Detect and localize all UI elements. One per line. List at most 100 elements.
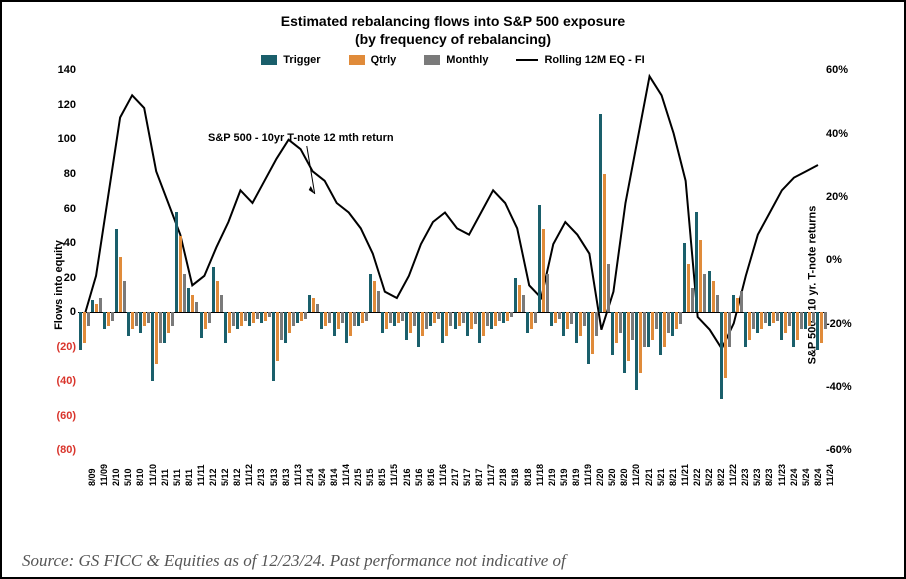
bar-m — [498, 312, 501, 321]
bar-t — [236, 312, 239, 329]
y-left-tick: 0 — [70, 306, 76, 318]
bar-t — [163, 312, 166, 343]
chart-area: Flows into equity S&P 500 - 10 yr. T-not… — [22, 70, 884, 500]
legend-monthly: Monthly — [424, 54, 488, 66]
x-tick: 2/19 — [547, 469, 557, 487]
bar-m — [619, 312, 622, 333]
legend-qtrly-label: Qtrly — [371, 54, 397, 66]
x-tick: 5/20 — [607, 469, 617, 487]
x-tick: 5/21 — [656, 469, 666, 487]
bar-m — [413, 312, 416, 326]
y-right-tick: -60% — [826, 444, 852, 456]
bar-m — [776, 312, 779, 321]
bar-m — [522, 295, 525, 312]
bar-t — [296, 312, 299, 322]
plot-region: S&P 500 - 10yr T-note 12 mth return — [78, 70, 824, 450]
y-left-tick: (80) — [56, 444, 76, 456]
bar-m — [595, 312, 598, 336]
x-tick: 11/21 — [680, 464, 690, 486]
bar-m — [341, 312, 344, 322]
bar-t — [151, 312, 154, 381]
legend-trigger: Trigger — [261, 54, 320, 66]
x-tick: 8/15 — [377, 469, 387, 487]
bar-q — [663, 312, 666, 347]
x-tick: 11/24 — [825, 464, 835, 486]
bar-t — [623, 312, 626, 372]
x-tick: 8/19 — [571, 469, 581, 487]
legend-line: Rolling 12M EQ - FI — [516, 54, 644, 66]
x-tick: 11/09 — [99, 464, 109, 486]
bar-t — [175, 212, 178, 312]
bar-q — [433, 312, 436, 322]
bar-t — [127, 312, 130, 336]
legend: Trigger Qtrly Monthly Rolling 12M EQ - F… — [22, 54, 884, 66]
bar-m — [716, 295, 719, 312]
bar-m — [764, 312, 767, 322]
bar-t — [635, 312, 638, 390]
bar-q — [699, 240, 702, 313]
bar-m — [425, 312, 428, 329]
bar-m — [353, 312, 356, 326]
y-left-tick: 100 — [58, 133, 76, 145]
bar-q — [83, 312, 86, 343]
bar-q — [470, 312, 473, 329]
bar-m — [316, 304, 319, 313]
x-tick: 5/11 — [172, 469, 182, 486]
bar-t — [720, 312, 723, 398]
bar-t — [550, 312, 553, 326]
y-left-tick: (40) — [56, 375, 76, 387]
bar-t — [816, 312, 819, 350]
bar-q — [627, 312, 630, 360]
bar-q — [300, 312, 303, 321]
bar-m — [183, 274, 186, 312]
bar-q — [361, 312, 364, 322]
bar-t — [405, 312, 408, 340]
bar-m — [510, 312, 513, 317]
bar-m — [800, 312, 803, 329]
bar-t — [804, 312, 807, 329]
x-tick: 8/12 — [232, 469, 242, 487]
bar-t — [417, 312, 420, 347]
bar-q — [820, 312, 823, 343]
bar-m — [111, 312, 114, 321]
y-left-tick: 20 — [64, 272, 76, 284]
bar-t — [611, 312, 614, 355]
bar-q — [167, 312, 170, 333]
bar-q — [639, 312, 642, 372]
bar-m — [534, 312, 537, 322]
bar-m — [280, 312, 283, 340]
bar-m — [365, 312, 368, 321]
bar-m — [159, 312, 162, 343]
x-tick: 11/19 — [583, 464, 593, 486]
bar-t — [768, 312, 771, 326]
bar-q — [615, 312, 618, 343]
bar-m — [546, 274, 549, 312]
bar-t — [139, 312, 142, 333]
bar-t — [780, 312, 783, 340]
bar-q — [675, 312, 678, 329]
qtrly-swatch — [349, 55, 365, 65]
bar-t — [333, 312, 336, 336]
y-left-tick: (60) — [56, 410, 76, 422]
bar-q — [252, 312, 255, 322]
bar-m — [195, 302, 198, 312]
bar-m — [752, 312, 755, 329]
bar-q — [288, 312, 291, 333]
bar-q — [808, 312, 811, 326]
bar-m — [728, 312, 731, 347]
bar-m — [232, 312, 235, 326]
bar-q — [760, 312, 763, 329]
bar-m — [208, 312, 211, 322]
bar-t — [732, 295, 735, 312]
x-tick: 8/13 — [281, 469, 291, 487]
bar-m — [812, 312, 815, 322]
legend-qtrly: Qtrly — [349, 54, 397, 66]
x-tick: 8/22 — [716, 469, 726, 487]
bar-m — [123, 281, 126, 312]
bar-t — [224, 312, 227, 343]
line-svg — [78, 70, 824, 450]
bar-t — [308, 295, 311, 312]
bar-m — [256, 312, 259, 319]
bar-q — [554, 312, 557, 322]
bar-q — [119, 257, 122, 312]
